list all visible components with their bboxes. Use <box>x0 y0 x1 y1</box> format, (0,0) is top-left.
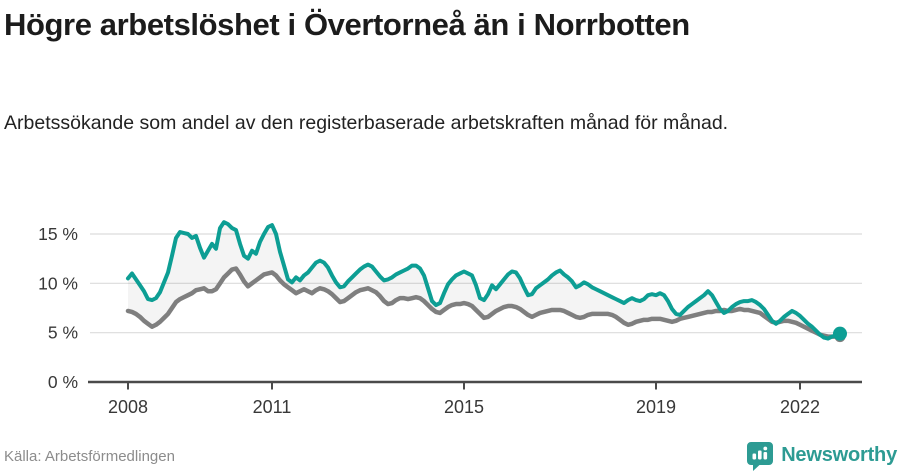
y-tick-label-15: 15 % <box>38 224 78 244</box>
brand-name: Newsworthy <box>781 444 897 466</box>
unemployment-line-chart: 15 %10 %5 %0 %20082011201520192022Överto… <box>38 220 862 417</box>
source-note: Källa: Arbetsförmedlingen <box>4 448 175 465</box>
series-gap-band <box>128 222 840 339</box>
y-tick-label-0: 0 % <box>48 372 78 392</box>
x-tick-label-2011: 2011 <box>253 397 292 417</box>
newsworthy-logo: Newsworthy <box>745 440 897 471</box>
y-tick-label-10: 10 % <box>38 273 78 293</box>
x-tick-label-2019: 2019 <box>636 397 676 417</box>
chart-subtitle: Arbetssökande som andel av den registerb… <box>4 112 729 134</box>
newsworthy-bubble-chart-icon <box>747 442 774 471</box>
series-line-overtornea <box>126 220 842 341</box>
y-tick-label-5: 5 % <box>48 323 78 343</box>
x-tick-label-2015: 2015 <box>444 397 484 417</box>
x-tick-label-2022: 2022 <box>780 397 820 417</box>
x-tick-label-2008: 2008 <box>108 397 148 417</box>
end-dot-overtornea <box>833 326 847 341</box>
page-title: Högre arbetslöshet i Övertorneå än i Nor… <box>4 7 690 42</box>
